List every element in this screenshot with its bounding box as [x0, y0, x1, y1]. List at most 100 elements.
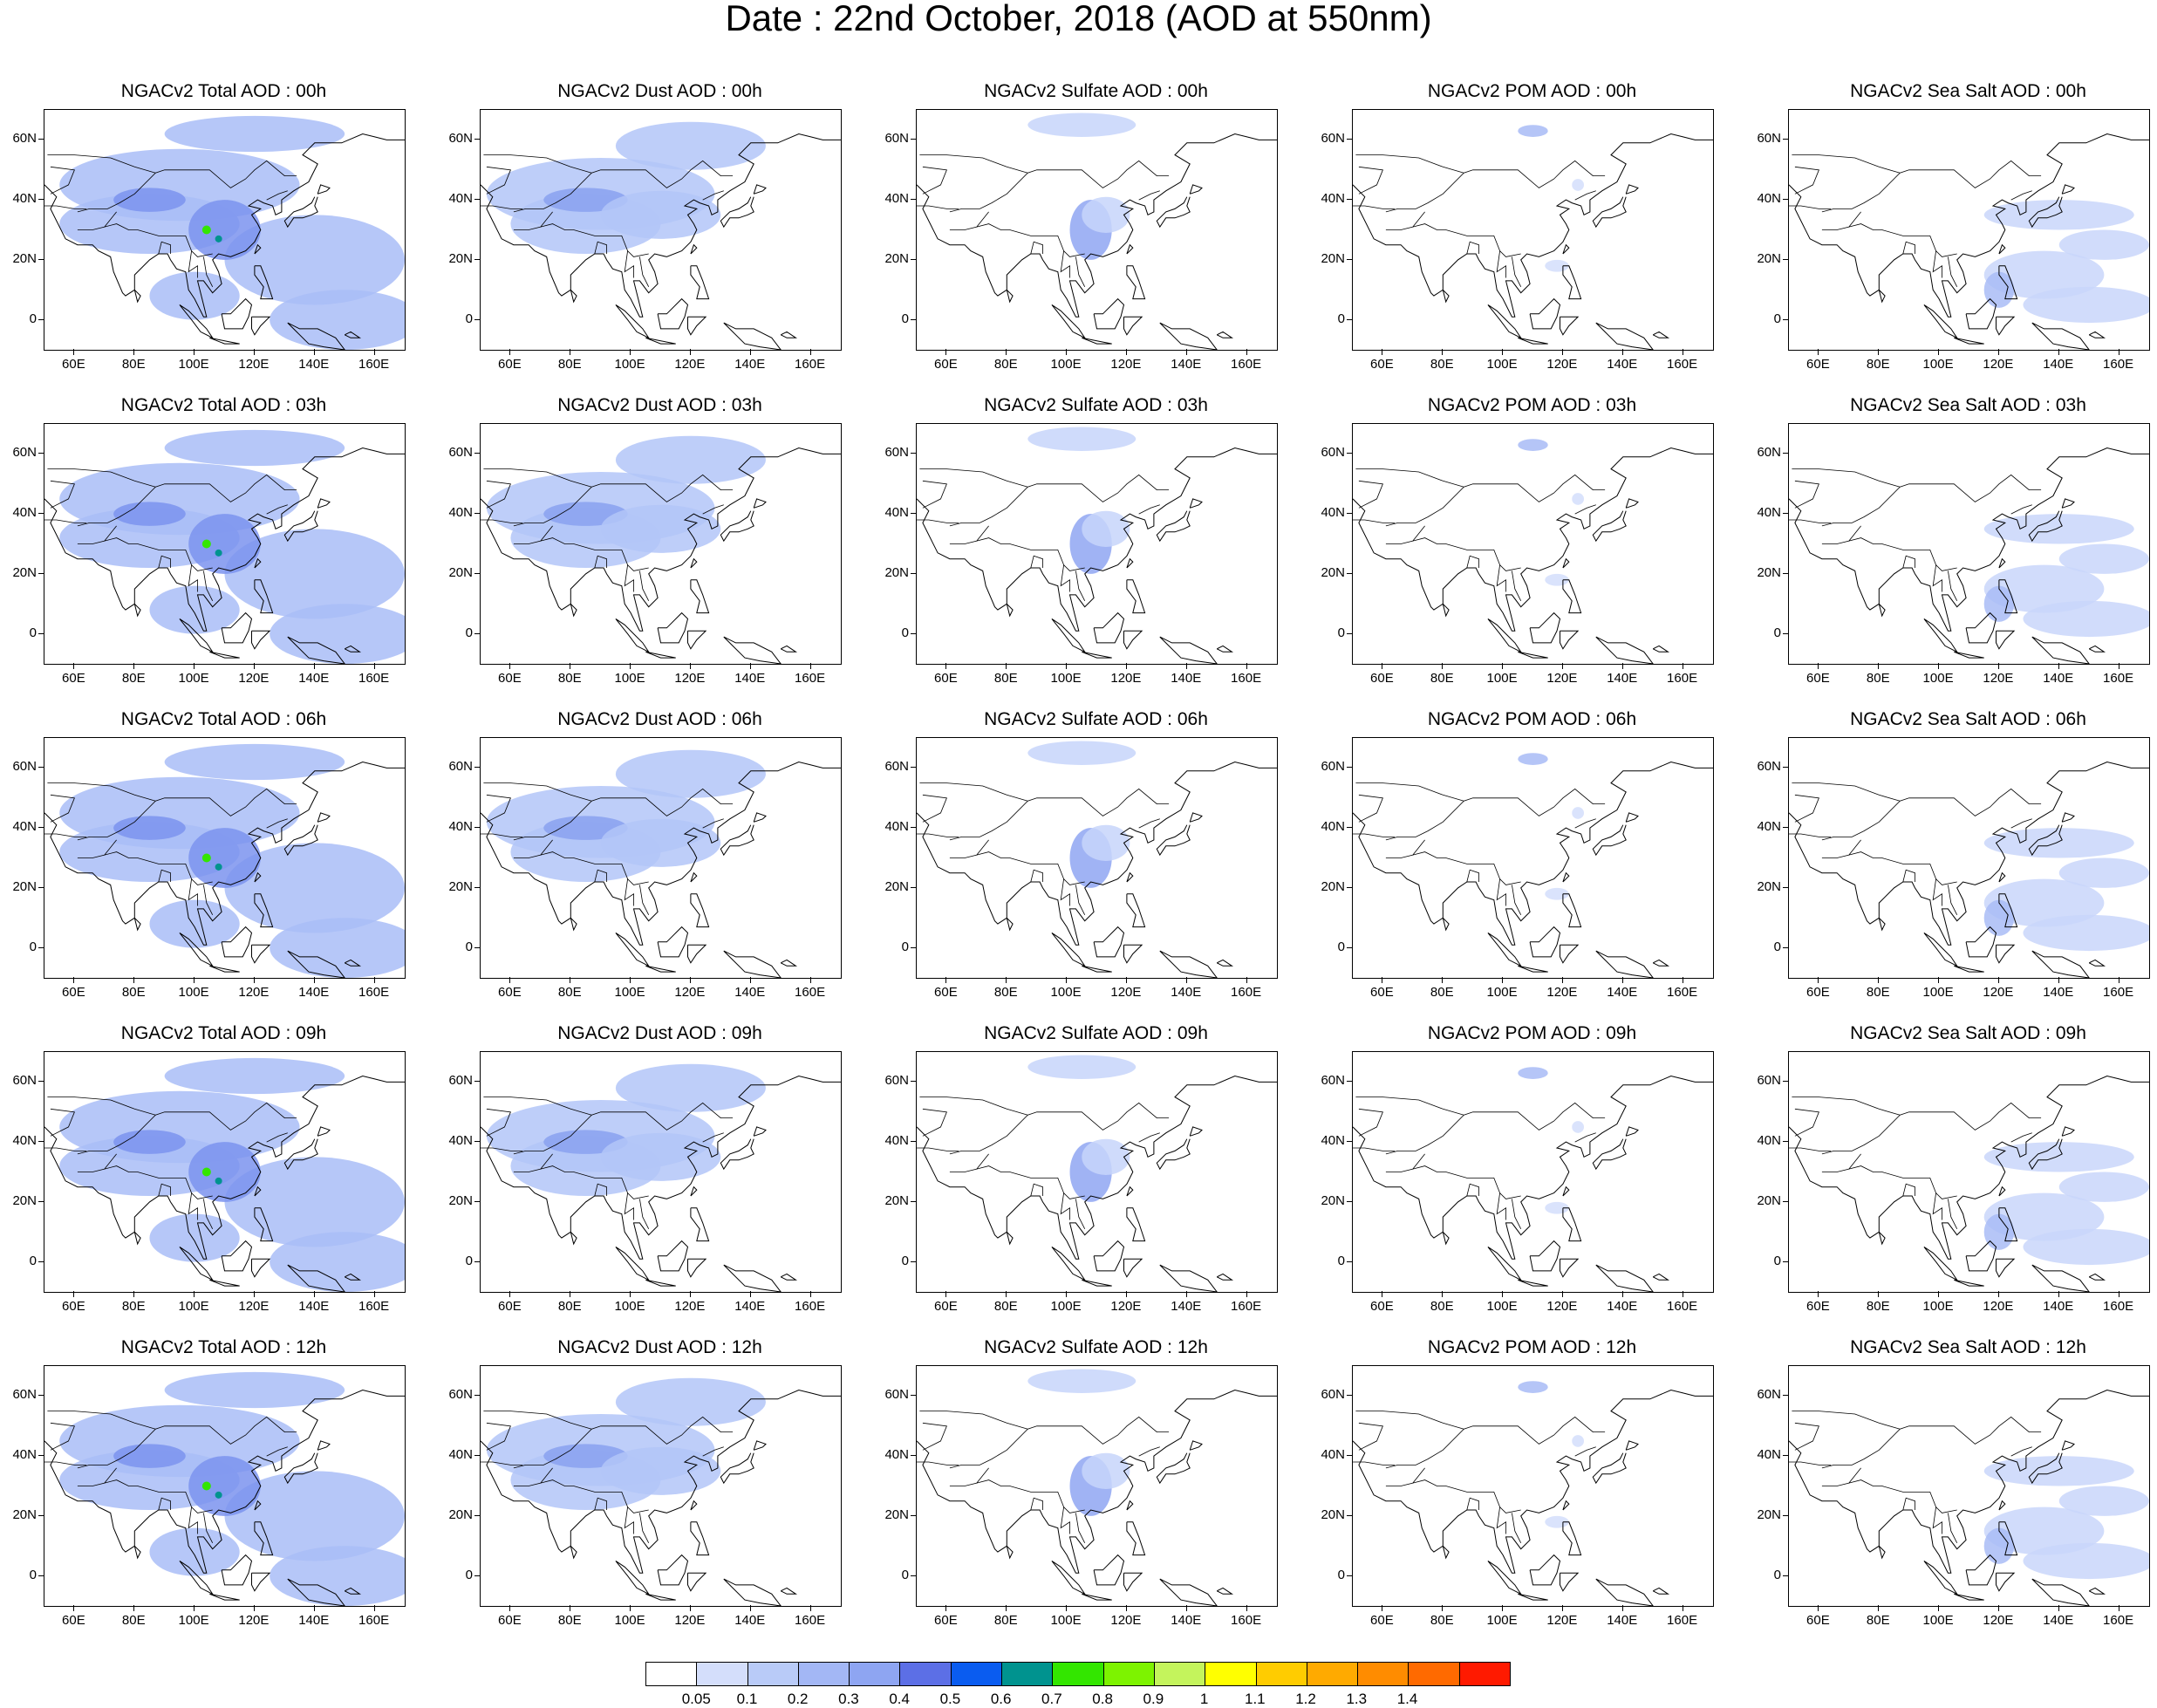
coastline	[1625, 184, 1639, 195]
latitude-label: 0	[465, 1253, 473, 1268]
country-border	[594, 555, 607, 569]
lat-tick	[1783, 946, 1788, 948]
longitude-label: 80E	[121, 1299, 146, 1314]
map-panel	[1788, 737, 2150, 979]
latitude-label: 60N	[1321, 131, 1345, 147]
country-border	[1932, 564, 1942, 592]
aod-plume	[615, 435, 766, 484]
latitude-label: 0	[1337, 625, 1345, 640]
colorbar-label: 0.4	[889, 1691, 910, 1707]
longitude-label: 160E	[1667, 1613, 1698, 1628]
longitude-label: 120E	[238, 1613, 270, 1628]
latitude-label: 0	[29, 625, 37, 640]
coastline	[254, 557, 262, 569]
coastline	[1965, 1240, 1997, 1272]
lat-tick	[38, 139, 44, 140]
country-border	[1821, 788, 2042, 841]
country-border	[1902, 1183, 1915, 1197]
colorbar-label: 1.2	[1295, 1691, 1316, 1707]
coastline	[723, 322, 782, 350]
latitude-label: 20N	[12, 1192, 37, 1208]
longitude-label: 140E	[298, 671, 330, 686]
aod-plume	[1983, 1456, 2134, 1486]
lon-tick	[73, 1291, 75, 1297]
aod-plume	[1572, 1435, 1585, 1447]
longitude-label: 100E	[614, 985, 645, 1000]
lon-tick	[194, 1605, 195, 1611]
coastline	[690, 1521, 710, 1556]
lat-tick	[1783, 886, 1788, 888]
longitude-label: 160E	[2103, 671, 2134, 686]
map-panel	[480, 109, 842, 351]
country-border	[922, 480, 947, 509]
coastline	[1965, 297, 1997, 330]
country-border	[486, 166, 511, 195]
lon-tick	[1878, 349, 1880, 355]
coastline	[1051, 618, 1087, 653]
coastline	[1954, 1593, 1984, 1601]
lon-tick	[1502, 663, 1504, 669]
latitude-label: 40N	[448, 819, 473, 835]
aod-hotspot	[201, 1167, 211, 1177]
lat-tick	[38, 513, 44, 515]
country-border	[1060, 878, 1070, 906]
lat-tick	[38, 199, 44, 201]
longitude-label: 140E	[298, 985, 330, 1000]
latitude-label: 20N	[448, 564, 473, 580]
coastline	[344, 1273, 362, 1281]
longitude-label: 60E	[498, 1613, 522, 1628]
country-border	[1030, 241, 1043, 255]
country-border	[624, 250, 634, 278]
lon-tick	[253, 977, 255, 983]
country-border	[1512, 1199, 1522, 1229]
lon-tick	[1185, 1291, 1187, 1297]
coastline	[1595, 1578, 1654, 1606]
coastline	[254, 265, 274, 300]
coastline	[1595, 950, 1654, 978]
lon-tick	[1621, 1605, 1623, 1611]
longitude-label: 100E	[1922, 357, 1954, 372]
aod-plume	[600, 1446, 721, 1495]
latitude-label: 40N	[12, 1133, 37, 1149]
aod-plume	[164, 429, 345, 467]
latitude-label: 20N	[884, 878, 909, 894]
country-border	[917, 833, 959, 837]
longitude-label: 140E	[1607, 357, 1638, 372]
coastline	[1789, 761, 2149, 946]
longitude-label: 80E	[1866, 1613, 1890, 1628]
lon-tick	[1006, 663, 1007, 669]
coastline	[1560, 1572, 1580, 1592]
lat-tick	[911, 1261, 916, 1262]
coastline	[1216, 1587, 1234, 1595]
longitude-label: 140E	[1607, 1299, 1638, 1314]
panel-title: NGACv2 Sea Salt AOD : 06h	[1850, 709, 2086, 729]
country-border	[104, 223, 213, 257]
country-border	[47, 1411, 156, 1430]
lon-tick	[1502, 1605, 1504, 1611]
longitude-label: 140E	[734, 1299, 766, 1314]
coastline	[1082, 337, 1112, 345]
latitude-label: 40N	[1321, 505, 1345, 521]
lat-tick	[1347, 1575, 1352, 1576]
coastline	[1592, 196, 1627, 229]
panel-title: NGACv2 Dust AOD : 00h	[557, 81, 762, 101]
latitude-label: 40N	[1321, 819, 1345, 835]
longitude-label: 80E	[1866, 357, 1890, 372]
lat-tick	[474, 886, 480, 888]
aod-plume	[1983, 564, 2105, 613]
country-border	[1412, 1479, 1521, 1513]
panel-title: NGACv2 Sulfate AOD : 06h	[984, 709, 1208, 729]
coastline	[251, 316, 271, 336]
longitude-label: 160E	[1667, 1299, 1698, 1314]
lon-tick	[1878, 977, 1880, 983]
country-border	[1385, 1416, 1606, 1469]
country-border	[1355, 782, 1464, 802]
map-panel	[1788, 109, 2150, 351]
panel-title: NGACv2 Sulfate AOD : 03h	[984, 395, 1208, 415]
coastline	[645, 337, 676, 345]
coastline	[1878, 289, 1886, 304]
aod-plume	[600, 190, 721, 239]
coastline	[1625, 812, 1639, 823]
lat-tick	[38, 1575, 44, 1576]
lon-tick	[1185, 349, 1187, 355]
